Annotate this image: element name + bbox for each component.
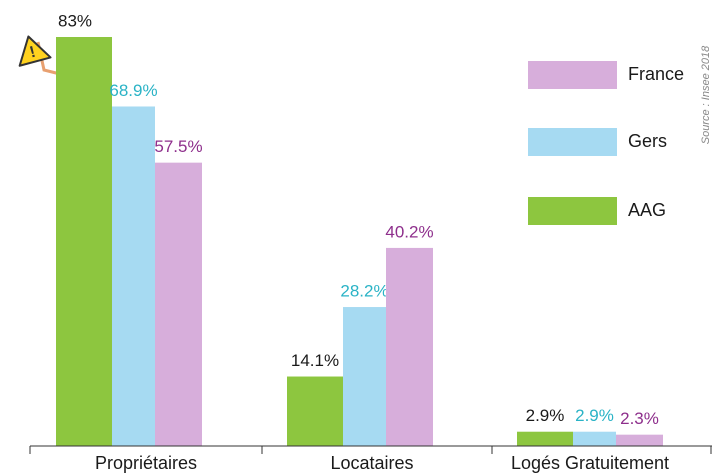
x-tick-label: Logés Gratuitement [511,453,669,473]
bar [112,106,155,447]
warning-icon: ! [18,35,61,76]
value-label: 2.9% [526,406,565,425]
value-label: 28.2% [340,282,388,301]
bar [56,37,112,446]
value-label: 40.2% [385,222,433,241]
value-label: 2.9% [575,406,614,425]
legend-swatch [528,128,617,156]
legend-label: AAG [628,200,666,220]
bar [616,434,663,446]
bar [343,307,386,446]
legend-label: France [628,64,684,84]
value-label: 2.3% [620,409,659,428]
legend-swatch [528,197,617,225]
legend-label: Gers [628,131,667,151]
value-label: 68.9% [109,81,157,100]
value-label: 14.1% [291,351,339,370]
bar [155,162,202,447]
value-label: 57.5% [154,137,202,156]
bar [287,376,343,446]
bar [386,247,433,446]
svg-text:!: ! [28,44,38,62]
bar [517,431,573,446]
x-tick-label: Propriétaires [95,453,197,473]
value-label: 83% [58,11,92,30]
source: Source : Insee 2018 [700,45,712,144]
legend-swatch [528,61,617,89]
bar [573,431,616,446]
x-tick-label: Locataires [330,453,413,473]
